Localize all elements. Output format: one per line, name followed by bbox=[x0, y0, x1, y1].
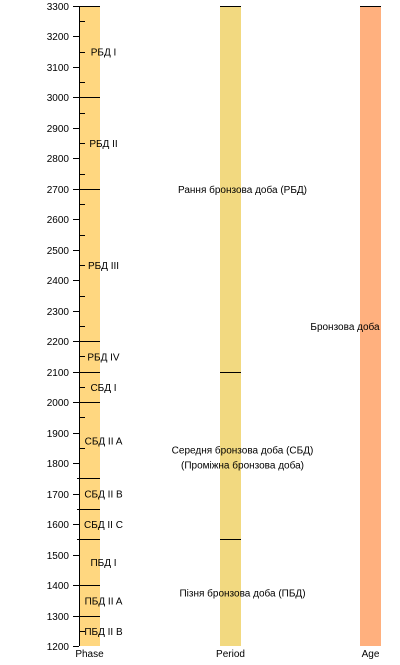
segment-label: Рання бронзова доба (РБД) bbox=[178, 184, 307, 196]
segment-label: СБД II C bbox=[84, 520, 123, 531]
y-tick-label: 2100 bbox=[47, 368, 70, 379]
y-tick-label: 1300 bbox=[47, 612, 70, 623]
column-label-period: Period bbox=[216, 649, 245, 660]
segment-label: РБД I bbox=[91, 48, 117, 59]
y-tick-label: 3000 bbox=[47, 93, 70, 104]
column-bar-phase bbox=[79, 6, 100, 646]
y-tick-label: 2500 bbox=[47, 246, 70, 257]
segment-label: СБД I bbox=[90, 383, 116, 394]
column-label-phase: Phase bbox=[75, 649, 104, 660]
y-tick-label: 1500 bbox=[47, 551, 70, 562]
segment-label: Бронзова доба bbox=[310, 321, 380, 333]
y-tick-label: 2200 bbox=[47, 337, 70, 348]
column-label-age: Age bbox=[362, 649, 380, 660]
y-tick-label: 2600 bbox=[47, 215, 70, 226]
y-tick-label: 2300 bbox=[47, 307, 70, 318]
segment-label: ПБД I bbox=[90, 558, 116, 569]
segment-label: РБД II bbox=[89, 139, 117, 150]
y-tick-label: 2800 bbox=[47, 154, 70, 165]
y-tick-label: 1200 bbox=[47, 642, 70, 653]
segment-label: Пізня бронзова доба (ПБД) bbox=[179, 588, 305, 600]
y-tick-label: 2000 bbox=[47, 398, 70, 409]
y-tick-label: 1400 bbox=[47, 581, 70, 592]
y-tick-label: 3300 bbox=[47, 2, 70, 13]
y-tick-label: 1800 bbox=[47, 459, 70, 470]
y-tick-label: 3100 bbox=[47, 63, 70, 74]
column-bar-period bbox=[220, 6, 241, 646]
segment-label: ПБД II B bbox=[84, 627, 123, 638]
y-tick-label: 3200 bbox=[47, 32, 70, 43]
segment-label: РБД III bbox=[88, 261, 119, 272]
segment-label: СБД II B bbox=[84, 490, 123, 501]
y-tick-label: 1900 bbox=[47, 429, 70, 440]
segment-label: СБД II A bbox=[85, 436, 123, 447]
column-bar-age bbox=[360, 6, 381, 646]
y-tick-label: 2900 bbox=[47, 124, 70, 135]
segment-label: ПБД II A bbox=[85, 596, 123, 607]
y-tick-label: 2700 bbox=[47, 185, 70, 196]
y-tick-label: 1700 bbox=[47, 490, 70, 501]
y-tick-label: 1600 bbox=[47, 520, 70, 531]
segment-label: РБД IV bbox=[87, 352, 120, 363]
y-tick-label: 2400 bbox=[47, 276, 70, 287]
segment-label: Середня бронзова доба (СБД) (Проміжна бро… bbox=[172, 445, 314, 472]
